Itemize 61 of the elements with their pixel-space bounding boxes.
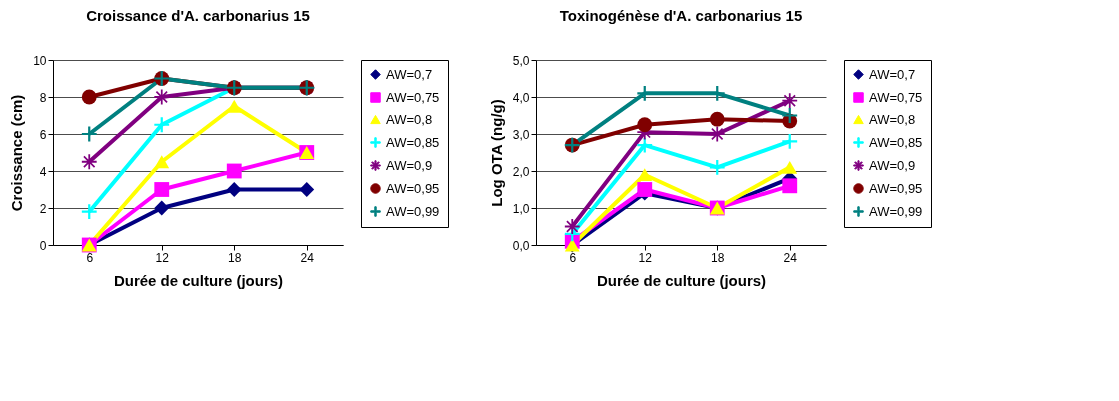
x-axis-title: Durée de culture (jours) xyxy=(596,271,767,289)
x-tick-label: 6 xyxy=(569,250,577,265)
legend-label: AW=0,75 xyxy=(869,89,923,105)
y-tick-label: 4 xyxy=(39,164,47,179)
x-tick-label: 24 xyxy=(300,250,315,265)
y-tick-label: 3,0 xyxy=(512,127,530,142)
y-tick-label: 1,0 xyxy=(512,201,530,216)
point xyxy=(782,133,798,149)
legend-label: AW=0,99 xyxy=(386,203,440,219)
legend-label: AW=0,8 xyxy=(869,111,916,127)
point xyxy=(782,108,798,123)
y-axis-title: Log OTA (ng/g) xyxy=(487,99,505,207)
legend-label: AW=0,85 xyxy=(869,134,923,150)
y-tick-label: 4,0 xyxy=(512,90,530,105)
point xyxy=(709,159,725,175)
legend-label: AW=0,8 xyxy=(386,111,433,127)
point xyxy=(782,178,798,194)
legend-label: AW=0,7 xyxy=(386,66,433,82)
y-tick-label: 6 xyxy=(39,127,47,142)
legend-label: AW=0,99 xyxy=(869,203,923,219)
y-tick-label: 2,0 xyxy=(512,164,530,179)
legend-label: AW=0,9 xyxy=(869,157,916,173)
legend-label: AW=0,85 xyxy=(386,134,440,150)
y-tick-label: 0 xyxy=(39,238,47,253)
point xyxy=(782,160,798,174)
point xyxy=(81,89,97,105)
point xyxy=(709,111,725,127)
point xyxy=(154,117,170,133)
legend-label: AW=0,9 xyxy=(386,157,433,173)
x-tick-label: 18 xyxy=(711,250,725,265)
y-tick-label: 8 xyxy=(39,90,47,105)
point xyxy=(226,163,242,179)
x-tick-label: 12 xyxy=(155,250,170,265)
legend-label: AW=0,7 xyxy=(869,66,916,82)
point xyxy=(226,182,242,197)
y-tick-label: 2 xyxy=(39,201,47,216)
point xyxy=(299,182,315,197)
chart-title: Toxinogénèse d'A. carbonarius 15 xyxy=(559,7,803,24)
chart-title: Croissance d'A. carbonarius 15 xyxy=(86,7,310,24)
point xyxy=(81,204,97,220)
x-axis-title: Durée de culture (jours) xyxy=(113,271,284,289)
legend-label: AW=0,95 xyxy=(386,180,440,196)
point xyxy=(637,182,653,197)
point xyxy=(637,168,653,182)
x-tick-label: 18 xyxy=(228,250,242,265)
point xyxy=(154,155,170,169)
point xyxy=(637,117,653,133)
legend-label: AW=0,95 xyxy=(869,180,923,196)
point xyxy=(226,99,242,113)
x-tick-label: 6 xyxy=(86,250,94,265)
y-tick-label: 0,0 xyxy=(512,238,530,253)
point xyxy=(81,154,97,170)
y-axis-title: Croissance (cm) xyxy=(8,94,26,212)
point xyxy=(782,93,798,109)
x-tick-label: 12 xyxy=(638,250,653,265)
legend-label: AW=0,75 xyxy=(386,89,440,105)
y-tick-label: 10 xyxy=(33,53,47,68)
x-tick-label: 24 xyxy=(783,250,798,265)
y-tick-label: 5,0 xyxy=(512,53,530,68)
point xyxy=(154,200,170,216)
point xyxy=(154,182,170,197)
